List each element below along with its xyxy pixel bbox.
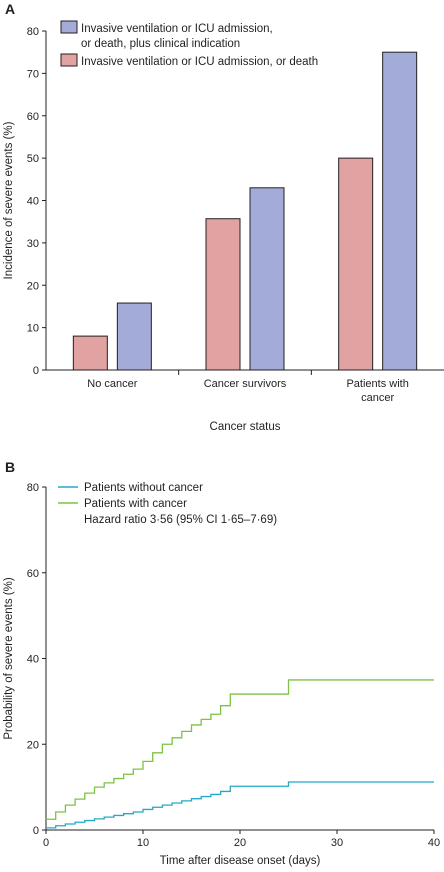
bar (72, 335, 108, 371)
x-tick-label: 10 (137, 837, 149, 849)
y-tick-label: 60 (27, 111, 39, 123)
x-tick-label: No cancer (87, 378, 137, 390)
x-axis-title: Time after disease onset (days) (160, 855, 321, 867)
series-line (46, 679, 434, 820)
y-tick-label: 60 (27, 568, 39, 580)
legend-label: Patients without cancer (84, 482, 203, 494)
bar (205, 218, 241, 371)
y-axis-title: Incidence of severe events (%) (3, 121, 15, 279)
y-tick-label: 0 (33, 825, 39, 837)
y-tick-label: 70 (27, 68, 39, 80)
x-tick-label: 0 (43, 837, 49, 849)
legend-label: Invasive ventilation or ICU admission, (81, 23, 273, 35)
y-tick-label: 20 (27, 280, 39, 292)
bar (116, 302, 152, 371)
y-tick-label: 10 (27, 323, 39, 335)
y-tick-label: 30 (27, 238, 39, 250)
y-tick-label: 50 (27, 153, 39, 165)
y-tick-label: 40 (27, 196, 39, 208)
panel-b-label: B (5, 459, 15, 475)
panel-a-label: A (5, 1, 15, 17)
bar (249, 187, 285, 371)
y-tick-label: 20 (27, 739, 39, 751)
hazard-ratio-annotation: Hazard ratio 3·56 (95% CI 1·65–7·69) (84, 514, 277, 526)
x-tick-label: Cancer survivors (204, 378, 287, 390)
y-tick-label: 40 (27, 654, 39, 666)
series-line (46, 781, 434, 829)
x-axis-title: Cancer status (210, 421, 281, 433)
panel-b-step-chart: 0 20 40 60 80 0 10 20 30 40 Time after disease ons… (3, 482, 440, 867)
legend-label: or death, plus clinical indication (81, 38, 240, 50)
y-tick-label: 0 (33, 365, 39, 377)
x-tick-label: 30 (331, 837, 343, 849)
legend-label: Patients with cancer (84, 498, 187, 510)
y-tick-label: 80 (27, 482, 39, 494)
x-tick-label: 20 (234, 837, 246, 849)
legend-label: Invasive ventilation or ICU admission, o… (81, 56, 318, 68)
panel-a-bar-chart: 0 10 20 30 40 50 60 70 80 No cancer Cancer survivo… (3, 20, 444, 433)
legend-swatch (60, 20, 78, 34)
bar (338, 157, 374, 371)
legend-swatch (60, 53, 78, 67)
y-tick-label: 80 (27, 26, 39, 38)
bar (382, 51, 418, 371)
y-axis-title: Probability of severe events (%) (3, 577, 15, 740)
x-tick-label: Patients with (346, 378, 408, 390)
x-tick-label: cancer (361, 392, 394, 404)
x-tick-label: 40 (428, 837, 440, 849)
